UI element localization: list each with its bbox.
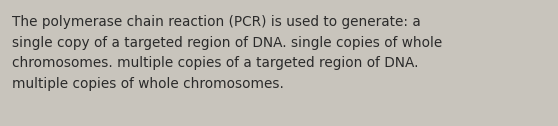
Text: The polymerase chain reaction (PCR) is used to generate: a
single copy of a targ: The polymerase chain reaction (PCR) is u… [12,15,442,91]
